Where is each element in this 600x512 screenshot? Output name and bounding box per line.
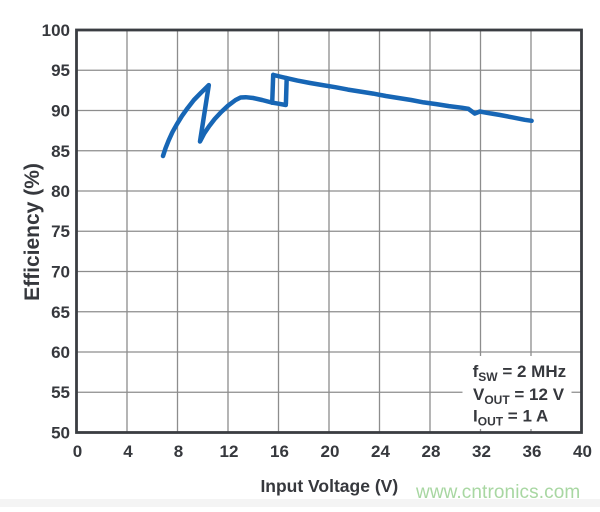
svg-text:40: 40	[573, 442, 592, 461]
svg-text:95: 95	[51, 61, 70, 80]
svg-text:www.cntronics.com: www.cntronics.com	[415, 482, 580, 503]
svg-text:60: 60	[51, 343, 70, 362]
svg-text:32: 32	[472, 442, 491, 461]
svg-text:20: 20	[321, 442, 340, 461]
svg-text:80: 80	[51, 182, 70, 201]
svg-text:Input Voltage (V): Input Voltage (V)	[260, 476, 398, 496]
svg-text:70: 70	[51, 263, 70, 282]
svg-text:8: 8	[174, 442, 183, 461]
svg-text:90: 90	[51, 102, 70, 121]
svg-text:100: 100	[42, 21, 70, 40]
svg-text:4: 4	[123, 442, 133, 461]
svg-text:75: 75	[51, 222, 70, 241]
svg-text:Efficiency (%): Efficiency (%)	[21, 163, 44, 301]
svg-text:24: 24	[371, 442, 390, 461]
svg-text:85: 85	[51, 142, 70, 161]
svg-text:50: 50	[51, 424, 70, 443]
svg-text:16: 16	[270, 442, 289, 461]
svg-text:55: 55	[51, 383, 70, 402]
svg-text:36: 36	[523, 442, 542, 461]
svg-text:12: 12	[220, 442, 239, 461]
svg-text:28: 28	[422, 442, 441, 461]
svg-text:0: 0	[73, 442, 82, 461]
svg-text:65: 65	[51, 303, 70, 322]
